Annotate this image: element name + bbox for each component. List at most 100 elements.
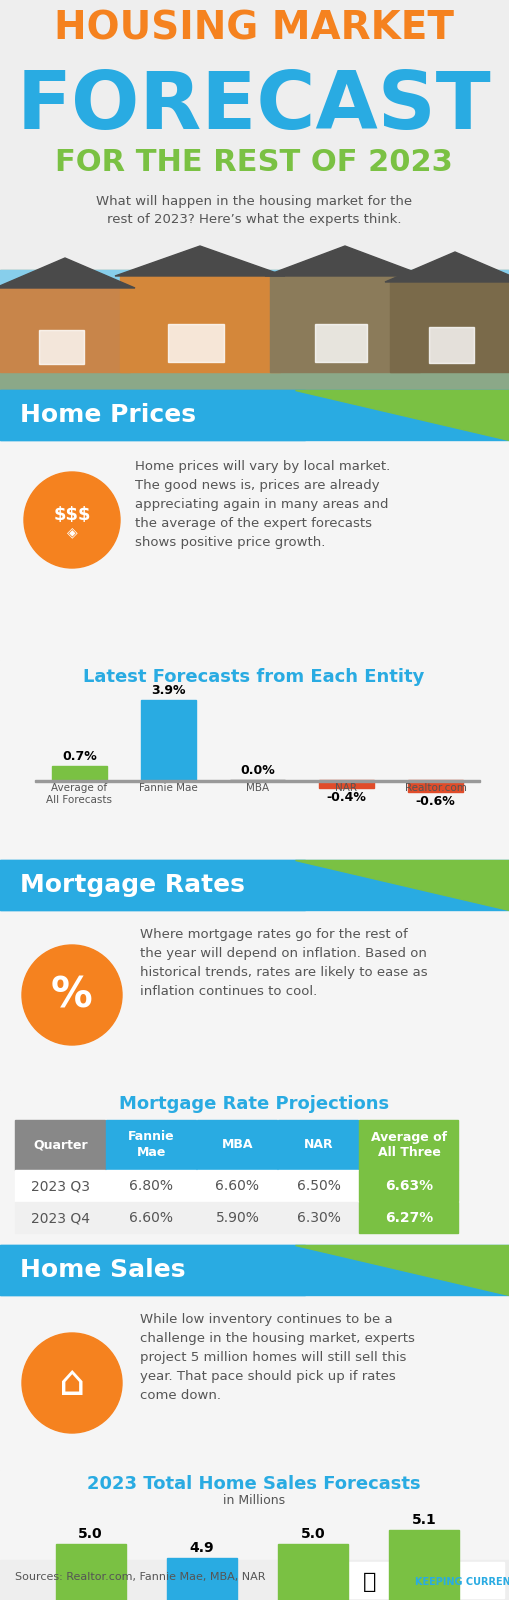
Circle shape bbox=[22, 1333, 122, 1434]
Text: Realtor.com: Realtor.com bbox=[405, 782, 466, 794]
Bar bbox=[429, 326, 474, 363]
Bar bbox=[106, 1120, 196, 1170]
Polygon shape bbox=[295, 861, 509, 910]
Text: 5.1: 5.1 bbox=[412, 1514, 437, 1526]
Polygon shape bbox=[295, 1245, 509, 1294]
Bar bbox=[359, 1120, 458, 1170]
Bar bbox=[390, 282, 509, 371]
Bar bbox=[278, 1170, 358, 1202]
Text: Fannie
Mae: Fannie Mae bbox=[128, 1131, 175, 1160]
Bar bbox=[120, 275, 280, 371]
Text: Mortgage Rates: Mortgage Rates bbox=[20, 874, 245, 898]
Text: NAR: NAR bbox=[335, 782, 357, 794]
Bar bbox=[0, 0, 509, 270]
Bar bbox=[0, 270, 509, 342]
Polygon shape bbox=[385, 251, 509, 282]
Text: Home prices will vary by local market.
The good news is, prices are already
appr: Home prices will vary by local market. T… bbox=[135, 461, 390, 549]
Bar bbox=[0, 1294, 509, 1470]
Text: 0.0%: 0.0% bbox=[240, 765, 275, 778]
Text: KEEPING CURRENT MATTERS: KEEPING CURRENT MATTERS bbox=[415, 1578, 509, 1587]
Polygon shape bbox=[265, 246, 425, 275]
Text: ⌂: ⌂ bbox=[59, 1362, 85, 1405]
Text: 6.60%: 6.60% bbox=[215, 1179, 260, 1194]
Text: FORECAST: FORECAST bbox=[17, 67, 491, 146]
Bar bbox=[15, 1202, 105, 1234]
Bar bbox=[0, 270, 509, 390]
Bar bbox=[0, 861, 509, 910]
Text: Average of
All Three: Average of All Three bbox=[371, 1131, 447, 1160]
Text: MBA: MBA bbox=[222, 1139, 253, 1152]
Bar bbox=[0, 390, 305, 440]
Polygon shape bbox=[295, 390, 509, 440]
Text: 2023 Total Home Sales Forecasts: 2023 Total Home Sales Forecasts bbox=[87, 1475, 421, 1493]
Text: 3.9%: 3.9% bbox=[151, 685, 186, 698]
Text: Sources: Realtor.com, Fannie Mae, MBA, NAR: Sources: Realtor.com, Fannie Mae, MBA, N… bbox=[15, 1571, 266, 1582]
Text: 2023 Q3: 2023 Q3 bbox=[31, 1179, 90, 1194]
Polygon shape bbox=[115, 246, 285, 275]
Text: FOR THE REST OF 2023: FOR THE REST OF 2023 bbox=[55, 149, 453, 178]
Bar bbox=[359, 1202, 458, 1234]
Bar bbox=[0, 440, 509, 659]
Bar bbox=[197, 1120, 277, 1170]
Text: 4.9: 4.9 bbox=[189, 1541, 214, 1555]
Text: 6.63%: 6.63% bbox=[385, 1179, 433, 1194]
Bar bbox=[106, 1170, 196, 1202]
Bar bbox=[0, 1245, 509, 1294]
Bar bbox=[141, 701, 196, 781]
Bar bbox=[359, 1170, 458, 1202]
Bar bbox=[15, 1170, 105, 1202]
Text: Home Prices: Home Prices bbox=[20, 403, 196, 427]
Bar bbox=[0, 288, 130, 371]
Text: 5.90%: 5.90% bbox=[216, 1211, 260, 1226]
Bar bbox=[0, 390, 509, 440]
Bar bbox=[197, 1202, 277, 1234]
Bar bbox=[278, 1202, 358, 1234]
Text: 🐟: 🐟 bbox=[363, 1571, 377, 1592]
Bar bbox=[0, 1245, 305, 1294]
Bar bbox=[278, 1544, 348, 1600]
Text: Where mortgage rates go for the rest of
the year will depend on inflation. Based: Where mortgage rates go for the rest of … bbox=[140, 928, 428, 998]
Bar bbox=[278, 1120, 358, 1170]
Text: 5.0: 5.0 bbox=[301, 1526, 325, 1541]
Text: NAR: NAR bbox=[304, 1139, 333, 1152]
Bar bbox=[319, 781, 374, 789]
Text: $$$: $$$ bbox=[53, 506, 91, 525]
Text: 6.80%: 6.80% bbox=[129, 1179, 174, 1194]
Circle shape bbox=[24, 472, 120, 568]
Text: 0.7%: 0.7% bbox=[62, 750, 97, 763]
Text: -0.4%: -0.4% bbox=[327, 792, 366, 805]
Text: 6.60%: 6.60% bbox=[129, 1211, 174, 1226]
Text: What will happen in the housing market for the
rest of 2023? Here’s what the exp: What will happen in the housing market f… bbox=[96, 195, 412, 226]
Bar bbox=[197, 1170, 277, 1202]
Bar bbox=[106, 1202, 196, 1234]
Text: 6.30%: 6.30% bbox=[297, 1211, 341, 1226]
Circle shape bbox=[22, 946, 122, 1045]
Text: Home Sales: Home Sales bbox=[20, 1258, 185, 1282]
Text: Average of
All Forecasts: Average of All Forecasts bbox=[46, 782, 112, 805]
Text: Latest Forecasts from Each Entity: Latest Forecasts from Each Entity bbox=[83, 669, 425, 686]
Bar bbox=[0, 1470, 509, 1600]
Bar bbox=[39, 330, 84, 363]
Text: ◈: ◈ bbox=[67, 525, 77, 539]
Bar bbox=[167, 1557, 237, 1600]
Bar bbox=[52, 766, 107, 781]
Bar bbox=[15, 1120, 105, 1170]
Bar bbox=[280, 1562, 504, 1598]
Text: in Millions: in Millions bbox=[223, 1494, 285, 1507]
Bar bbox=[270, 275, 420, 371]
Bar bbox=[168, 323, 224, 363]
Bar bbox=[408, 781, 463, 792]
Bar bbox=[55, 1544, 126, 1600]
Text: %: % bbox=[51, 974, 93, 1016]
Text: 6.27%: 6.27% bbox=[385, 1211, 433, 1226]
Text: While low inventory continues to be a
challenge in the housing market, experts
p: While low inventory continues to be a ch… bbox=[140, 1314, 415, 1402]
Bar bbox=[389, 1530, 460, 1600]
Bar bbox=[0, 659, 509, 861]
Bar bbox=[0, 1560, 509, 1600]
Text: MBA: MBA bbox=[246, 782, 269, 794]
Bar bbox=[0, 910, 509, 1090]
Text: 2023 Q4: 2023 Q4 bbox=[31, 1211, 90, 1226]
Text: HOUSING MARKET: HOUSING MARKET bbox=[54, 10, 454, 48]
Text: Fannie Mae: Fannie Mae bbox=[139, 782, 198, 794]
Bar bbox=[0, 1090, 509, 1270]
